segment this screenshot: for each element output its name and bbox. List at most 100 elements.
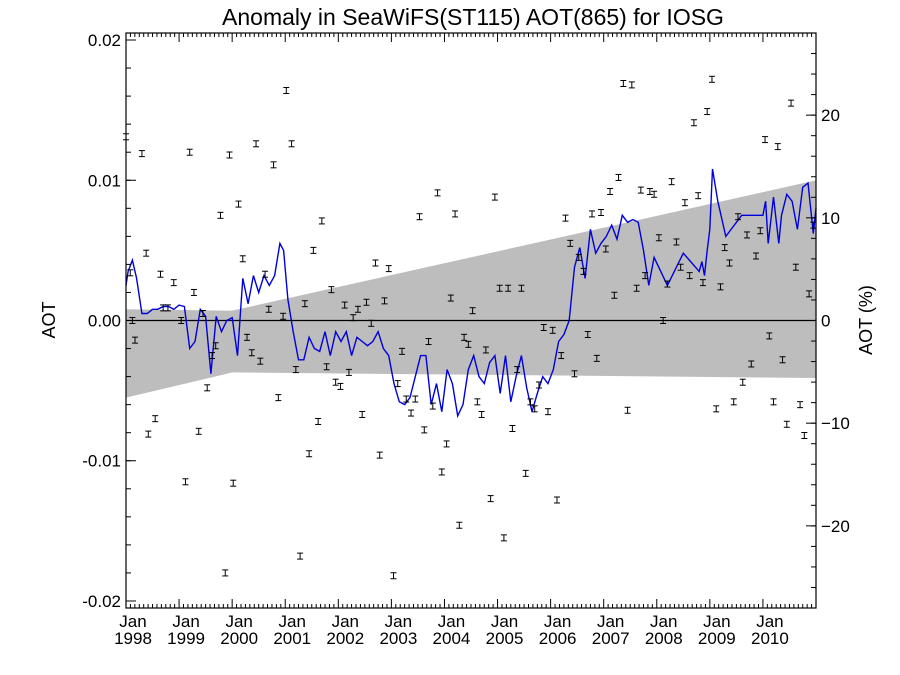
- data-point: [385, 265, 392, 273]
- data-point: [443, 440, 450, 448]
- data-point: [708, 75, 715, 83]
- data-point: [762, 136, 769, 144]
- data-point: [297, 552, 304, 560]
- data-point: [390, 572, 397, 580]
- data-point: [580, 267, 587, 275]
- data-point: [345, 368, 352, 376]
- data-point: [403, 395, 410, 403]
- x-tick-year-label: 2009: [698, 629, 736, 648]
- data-point: [421, 426, 428, 434]
- y2-tick-label: −10: [821, 414, 850, 433]
- x-tick-year-label: 2003: [379, 629, 417, 648]
- x-tick-month-label: Jan: [332, 612, 359, 631]
- x-tick-year-label: 2000: [220, 629, 258, 648]
- data-point: [478, 410, 485, 418]
- x-tick-month-label: Jan: [756, 612, 783, 631]
- data-point: [686, 272, 693, 280]
- data-point: [253, 140, 260, 148]
- data-point: [500, 534, 507, 542]
- data-point: [713, 405, 720, 413]
- data-point: [695, 192, 702, 200]
- data-point: [288, 140, 295, 148]
- data-point: [770, 398, 777, 406]
- x-tick-year-label: 1999: [167, 629, 205, 648]
- data-point: [744, 231, 750, 239]
- data-point: [535, 381, 542, 389]
- data-point: [474, 398, 481, 406]
- data-point: [730, 398, 737, 406]
- data-point: [248, 349, 255, 357]
- data-point: [157, 270, 164, 278]
- data-point: [376, 451, 383, 459]
- data-point: [127, 269, 134, 277]
- data-point: [270, 161, 277, 169]
- data-point: [164, 304, 171, 312]
- data-point: [182, 478, 189, 486]
- data-point: [509, 424, 516, 432]
- x-tick-month-label: Jan: [650, 612, 677, 631]
- data-point: [620, 79, 627, 87]
- data-point: [505, 284, 512, 292]
- data-point: [283, 87, 290, 94]
- data-point: [514, 366, 521, 374]
- data-point: [562, 214, 569, 222]
- data-point: [589, 210, 596, 218]
- data-point: [699, 279, 706, 287]
- data-point: [323, 363, 330, 371]
- y-tick-label: 0.00: [88, 312, 121, 331]
- data-point: [642, 272, 649, 280]
- data-point: [651, 190, 658, 198]
- data-point: [152, 415, 159, 423]
- monthly-anomaly-line: [125, 168, 817, 419]
- data-point: [522, 469, 529, 477]
- data-point: [633, 284, 640, 292]
- data-point: [186, 148, 193, 156]
- data-point: [655, 234, 662, 242]
- data-point: [491, 193, 498, 201]
- data-point: [553, 496, 560, 504]
- x-tick-month-label: Jan: [119, 612, 146, 631]
- data-point: [637, 186, 644, 194]
- data-point: [412, 395, 419, 403]
- y-tick-label: 0.01: [88, 171, 121, 190]
- data-point: [753, 252, 760, 260]
- data-point: [222, 569, 229, 577]
- data-point: [226, 151, 233, 159]
- data-point: [690, 119, 697, 127]
- data-point: [132, 336, 139, 344]
- data-point: [204, 384, 211, 392]
- data-point: [726, 259, 733, 267]
- data-point: [190, 288, 197, 296]
- data-point: [368, 319, 375, 327]
- data-point: [717, 283, 724, 291]
- x-tick-year-label: 2005: [486, 629, 524, 648]
- x-tick-month-label: Jan: [438, 612, 465, 631]
- data-point: [721, 244, 728, 252]
- data-point: [549, 326, 556, 334]
- data-point: [739, 378, 746, 386]
- y2-tick-label: 20: [821, 106, 840, 125]
- x-tick-year-label: 2004: [433, 629, 471, 648]
- data-point: [660, 317, 667, 324]
- data-point: [399, 347, 405, 355]
- data-point: [138, 150, 145, 158]
- data-point: [531, 405, 538, 413]
- data-point: [239, 255, 246, 263]
- data-point: [306, 450, 313, 458]
- x-tick-month-label: Jan: [597, 612, 624, 631]
- data-point: [624, 406, 631, 414]
- y2-tick-label: −20: [821, 517, 850, 536]
- data-point: [434, 189, 441, 197]
- x-tick-year-label: 1998: [114, 629, 152, 648]
- y-tick-label: -0.01: [82, 452, 121, 471]
- data-point: [301, 300, 308, 308]
- data-point: [527, 398, 534, 406]
- data-point: [394, 380, 401, 388]
- data-point: [779, 356, 786, 364]
- data-point: [310, 246, 317, 254]
- data-point: [170, 279, 177, 287]
- data-point: [757, 227, 764, 235]
- chart-title: Anomaly in SeaWiFS(ST115) AOT(865) for I…: [222, 4, 724, 30]
- y2-tick-label: 10: [821, 209, 840, 228]
